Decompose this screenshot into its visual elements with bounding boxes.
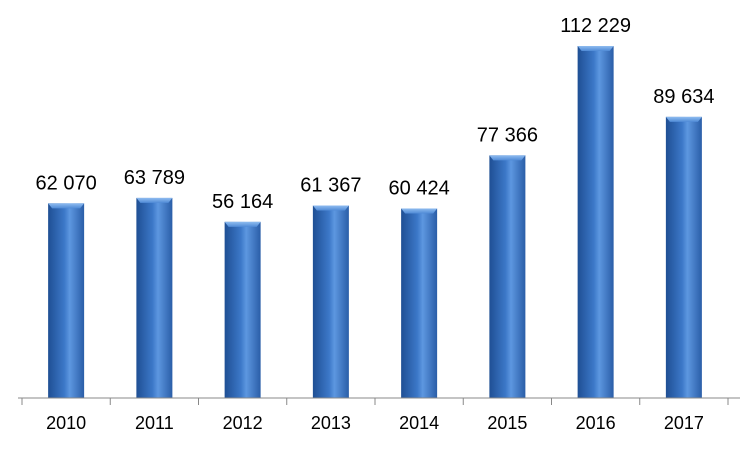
- value-label: 112 229: [560, 15, 631, 37]
- bar-cap: [489, 155, 526, 161]
- x-tick-label: 2015: [487, 413, 527, 433]
- bar: [224, 221, 261, 398]
- x-tick-label: 2012: [223, 413, 263, 433]
- x-tick-label: 2013: [311, 413, 351, 433]
- x-tick-label: 2014: [399, 413, 439, 433]
- bar-cap: [577, 46, 614, 51]
- bar-cap: [665, 116, 702, 122]
- value-label: 60 424: [389, 177, 450, 199]
- x-tick-label: 2016: [576, 413, 616, 433]
- bar: [312, 205, 349, 398]
- value-label: 77 366: [477, 124, 538, 146]
- bar-cap: [48, 203, 85, 209]
- x-tick-label: 2011: [135, 413, 174, 433]
- bar: [577, 46, 614, 398]
- value-label: 63 789: [124, 167, 185, 189]
- bar-cap: [312, 205, 349, 211]
- bar: [48, 203, 85, 398]
- bar: [665, 116, 702, 399]
- x-tick-label: 2017: [664, 413, 704, 433]
- value-label: 56 164: [212, 191, 273, 213]
- value-label: 61 367: [300, 175, 361, 197]
- x-tick-label: 2010: [46, 413, 86, 433]
- bar-cap: [136, 197, 173, 203]
- bar-cap: [224, 221, 261, 227]
- value-label: 62 070: [36, 172, 97, 194]
- bar-cap: [401, 208, 438, 214]
- plot-area: [48, 46, 702, 399]
- bar: [136, 197, 173, 398]
- bar: [489, 155, 526, 398]
- bar: [401, 208, 438, 398]
- value-label: 89 634: [653, 86, 714, 108]
